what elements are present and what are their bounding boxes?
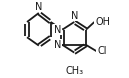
Text: N: N xyxy=(54,40,61,50)
Text: N: N xyxy=(35,2,42,12)
Text: N: N xyxy=(54,25,61,35)
Text: N: N xyxy=(71,11,78,21)
Text: OH: OH xyxy=(95,17,110,27)
Text: Cl: Cl xyxy=(97,46,107,56)
Text: CH₃: CH₃ xyxy=(65,66,83,76)
